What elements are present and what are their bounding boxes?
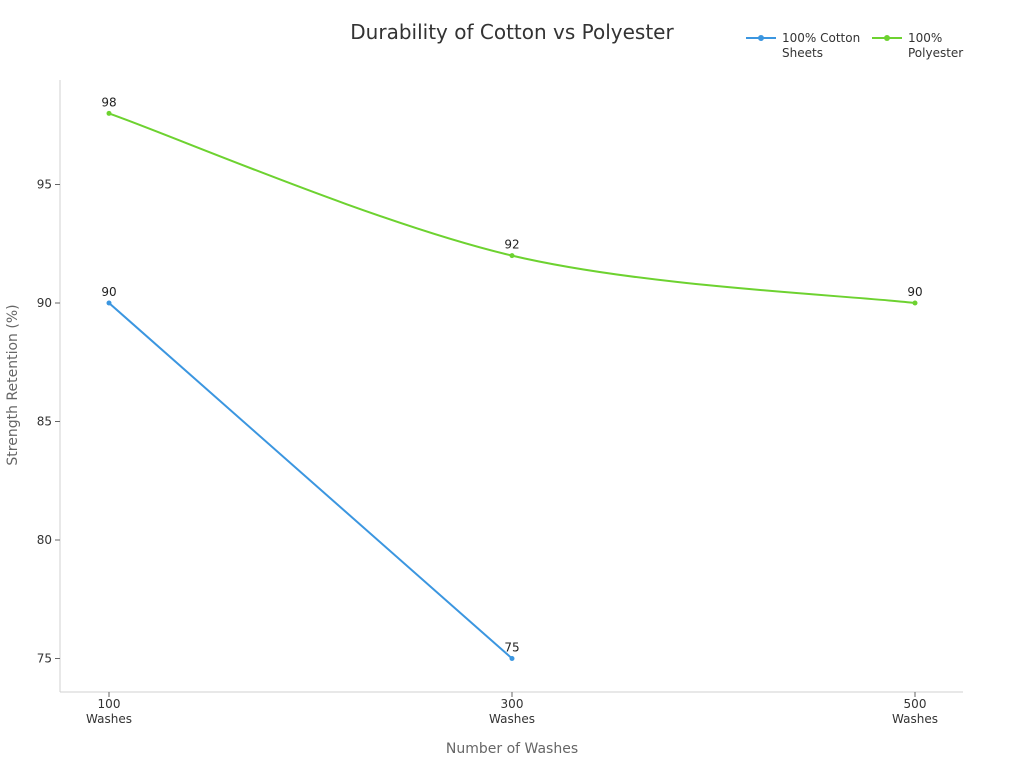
data-label: 98 bbox=[101, 95, 116, 109]
legend-line-marker-icon bbox=[872, 31, 902, 45]
x-tick-label: Washes bbox=[86, 712, 132, 726]
data-label: 90 bbox=[907, 285, 922, 299]
data-label: 90 bbox=[101, 285, 116, 299]
y-tick-label: 95 bbox=[37, 178, 52, 192]
series-line-0 bbox=[108, 302, 513, 660]
data-point-marker bbox=[912, 300, 918, 306]
y-tick-label: 85 bbox=[37, 415, 52, 429]
legend-line-marker-icon bbox=[746, 31, 776, 45]
legend-item-cotton[interactable]: 100% Cotton Sheets bbox=[746, 31, 862, 61]
x-tick-label: 300 bbox=[501, 697, 524, 711]
x-axis-label: Number of Washes bbox=[445, 741, 579, 757]
legend-label: 100% Polyester bbox=[908, 31, 964, 60]
legend: 100% Cotton Sheets 100% Polyester bbox=[746, 31, 988, 61]
y-axis-label: Strength Retention (%) bbox=[5, 304, 21, 466]
y-tick-label: 75 bbox=[37, 652, 52, 666]
legend-label: 100% Cotton Sheets bbox=[782, 31, 861, 60]
legend-item-polyester[interactable]: 100% Polyester bbox=[872, 31, 988, 61]
x-tick-label: 500 bbox=[904, 697, 927, 711]
data-label: 75 bbox=[504, 641, 519, 655]
y-tick-label: 90 bbox=[37, 296, 52, 310]
x-tick-label: Washes bbox=[892, 712, 938, 726]
data-label: 92 bbox=[504, 238, 519, 252]
data-point-marker bbox=[509, 253, 515, 259]
y-tick-label: 80 bbox=[37, 533, 52, 547]
series-line-1 bbox=[108, 112, 916, 304]
chart-title: Durability of Cotton vs Polyester bbox=[350, 20, 674, 44]
data-point-marker bbox=[106, 300, 112, 306]
data-point-marker bbox=[106, 110, 112, 116]
x-tick-label: Washes bbox=[489, 712, 535, 726]
data-point-marker bbox=[509, 656, 515, 661]
x-tick-label: 100 bbox=[98, 697, 121, 711]
